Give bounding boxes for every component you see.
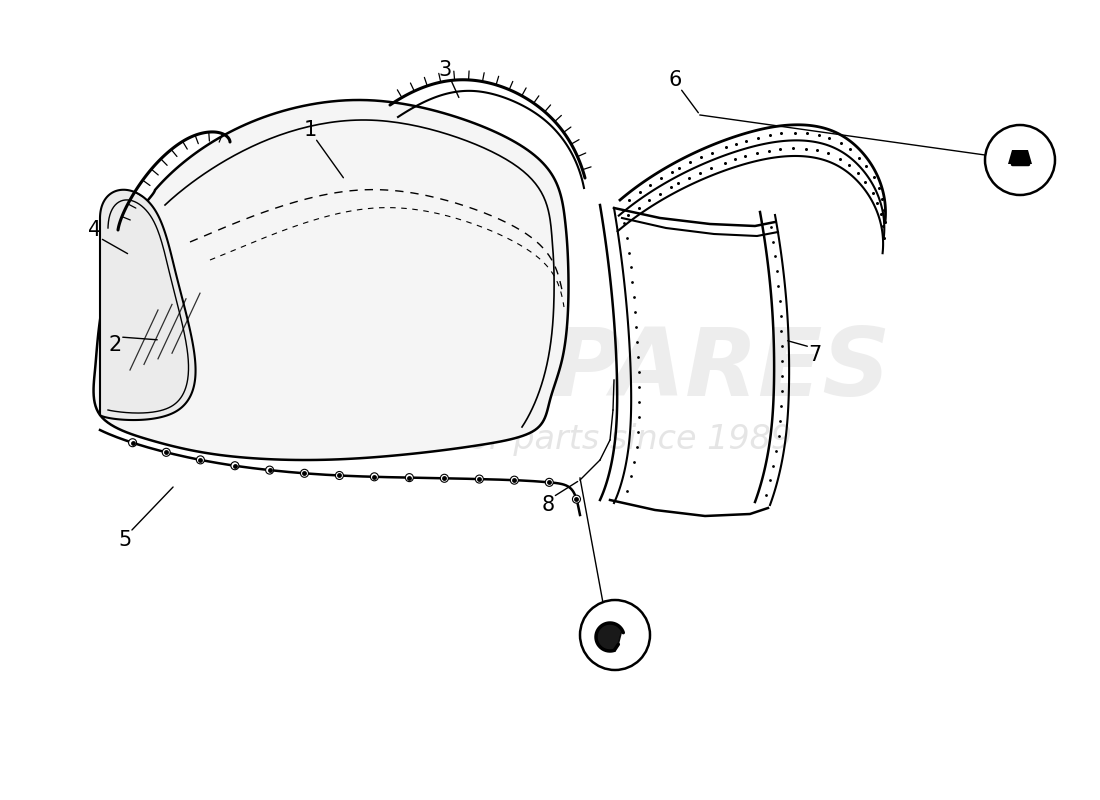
Circle shape [162,448,170,456]
Circle shape [371,473,378,481]
Circle shape [984,125,1055,195]
Circle shape [231,462,239,470]
Circle shape [265,466,274,474]
Text: 8: 8 [541,495,554,515]
Text: 4: 4 [88,220,101,240]
Circle shape [510,476,518,484]
Circle shape [197,456,205,464]
Text: 5: 5 [119,530,132,550]
Polygon shape [596,623,624,651]
Text: EUROSPARES: EUROSPARES [189,324,891,416]
Text: 3: 3 [439,60,452,80]
Text: 6: 6 [669,70,682,90]
Circle shape [129,438,136,446]
Circle shape [475,475,483,483]
Text: 1: 1 [304,120,317,140]
Polygon shape [1008,150,1032,164]
Text: 2: 2 [109,335,122,355]
Polygon shape [94,100,569,460]
Text: 7: 7 [808,345,822,365]
Text: a passion for parts since 1989: a passion for parts since 1989 [288,423,792,457]
Circle shape [336,471,343,479]
Circle shape [572,495,581,503]
Circle shape [406,474,414,482]
Circle shape [580,600,650,670]
Circle shape [300,470,308,478]
Circle shape [440,474,449,482]
Polygon shape [100,190,196,420]
Circle shape [546,478,553,486]
